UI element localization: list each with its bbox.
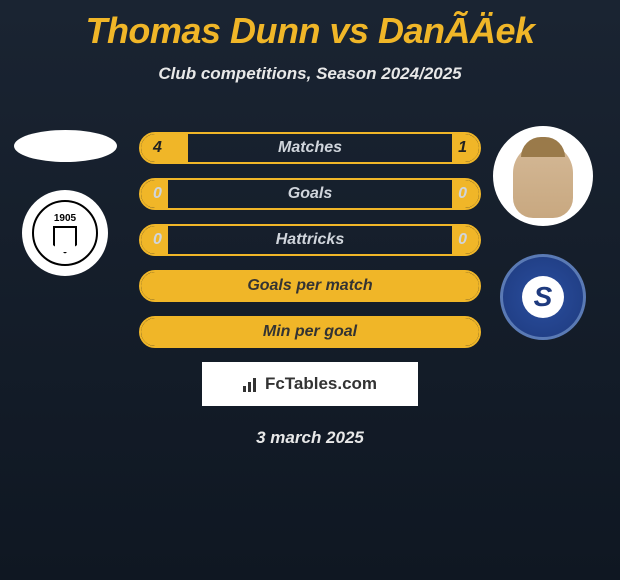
player-right-avatar bbox=[493, 126, 593, 226]
left-player-column: 1905 bbox=[10, 130, 120, 276]
stats-bars: 4 Matches 1 0 Goals 0 0 Hattricks 0 Goals per mat… bbox=[139, 130, 481, 348]
stat-bar: Goals per match bbox=[139, 270, 481, 302]
watermark: FcTables.com bbox=[202, 362, 418, 406]
page-title: Thomas Dunn vs DanÃÄek bbox=[0, 0, 620, 52]
stat-value-left: 0 bbox=[153, 231, 162, 249]
stat-value-left: 4 bbox=[153, 139, 162, 157]
stat-bar: 0 Goals 0 bbox=[139, 178, 481, 210]
watermark-text: FcTables.com bbox=[265, 374, 377, 394]
player-right-face-icon bbox=[513, 143, 573, 218]
right-player-column: S bbox=[488, 126, 598, 340]
stat-value-right: 0 bbox=[458, 231, 467, 249]
stat-label: Hattricks bbox=[276, 231, 344, 249]
player-left-avatar bbox=[14, 130, 117, 162]
stat-value-right: 0 bbox=[458, 185, 467, 203]
stat-label: Goals per match bbox=[247, 277, 372, 295]
comparison-content: 1905 S 4 Matches 1 0 Goals 0 0 Hattricks 0 Goals … bbox=[0, 130, 620, 448]
stat-bar: Min per goal bbox=[139, 316, 481, 348]
club-right-letter: S bbox=[522, 276, 564, 318]
stat-label: Goals bbox=[288, 185, 332, 203]
comparison-date: 3 march 2025 bbox=[0, 428, 620, 448]
subtitle: Club competitions, Season 2024/2025 bbox=[0, 64, 620, 84]
stat-label: Matches bbox=[278, 139, 342, 157]
bar-fill-left bbox=[141, 134, 188, 162]
stat-value-right: 1 bbox=[458, 139, 467, 157]
bars-icon bbox=[243, 376, 261, 392]
club-logo-left: 1905 bbox=[22, 190, 108, 276]
stat-bar: 0 Hattricks 0 bbox=[139, 224, 481, 256]
club-logo-right: S bbox=[500, 254, 586, 340]
club-left-year: 1905 bbox=[54, 213, 76, 224]
stat-value-left: 0 bbox=[153, 185, 162, 203]
stat-bar: 4 Matches 1 bbox=[139, 132, 481, 164]
stat-label: Min per goal bbox=[263, 323, 357, 341]
club-left-shield-icon bbox=[53, 226, 77, 254]
